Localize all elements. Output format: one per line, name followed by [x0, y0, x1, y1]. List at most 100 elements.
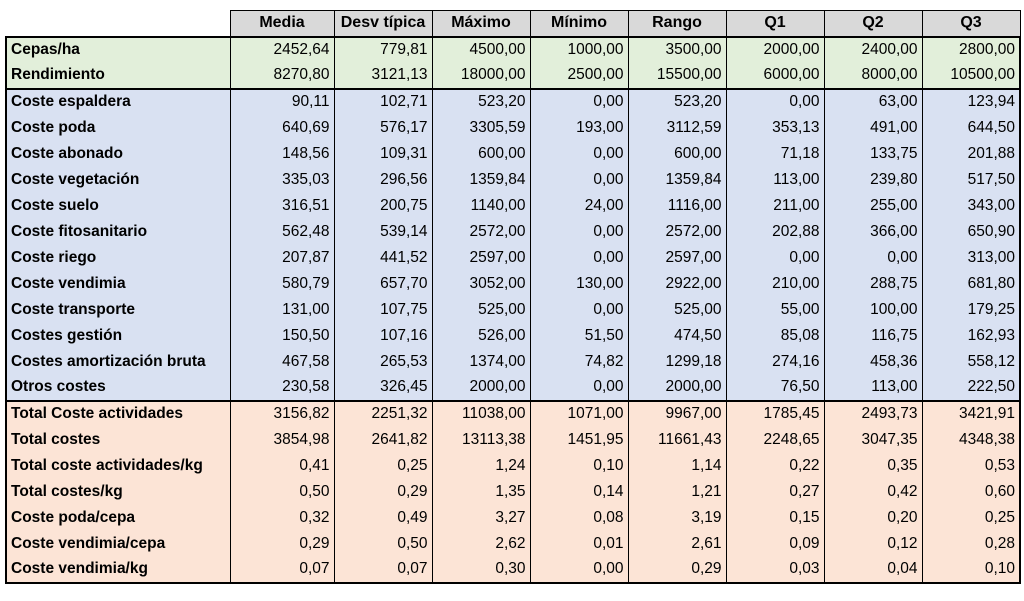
- column-header: Mínimo: [529, 10, 629, 37]
- table-cell: 600,00: [432, 140, 531, 167]
- table-cell: 3047,35: [824, 426, 923, 453]
- table-cell: 0,00: [530, 140, 629, 167]
- header-row: Media Desv típica Máximo Mínimo Rango Q1 Q2 Q3: [6, 10, 1021, 37]
- table-cell: 0,29: [334, 478, 433, 505]
- table-cell: 24,00: [530, 192, 629, 219]
- table-cell: 0,07: [334, 556, 433, 584]
- table-cell: 9967,00: [628, 399, 727, 427]
- table-cell: 113,00: [824, 374, 923, 402]
- table-cell: 0,03: [726, 556, 825, 584]
- row-label: Total coste actividades/kg: [5, 452, 231, 479]
- table-row: Coste transporte 131,00 107,75 525,00 0,00 52…: [5, 296, 1021, 323]
- table-cell: 326,45: [334, 374, 433, 402]
- table-cell: 2800,00: [922, 35, 1021, 63]
- table-cell: 3500,00: [628, 35, 727, 63]
- table-cell: 580,79: [230, 270, 335, 297]
- table-cell: 230,58: [230, 374, 335, 402]
- table-cell: 0,00: [530, 244, 629, 271]
- table-cell: 296,56: [334, 166, 433, 193]
- table-cell: 131,00: [230, 296, 335, 323]
- table-cell: 11038,00: [432, 399, 531, 427]
- table-cell: 313,00: [922, 244, 1021, 271]
- row-label: Coste poda/cepa: [5, 504, 231, 531]
- table-cell: 3121,13: [334, 62, 433, 90]
- table-cell: 4348,38: [922, 426, 1021, 453]
- table-cell: 2,61: [628, 530, 727, 557]
- table-cell: 0,00: [530, 87, 629, 115]
- row-label: Otros costes: [5, 374, 231, 402]
- column-header: Rango: [627, 10, 727, 37]
- table-cell: 2000,00: [432, 374, 531, 402]
- table-cell: 210,00: [726, 270, 825, 297]
- table-cell: 0,42: [824, 478, 923, 505]
- table-body: Cepas/ha 2452,64 779,81 4500,00 1000,00 3500,…: [5, 35, 1021, 584]
- table-row: Coste poda 640,69 576,17 3305,59 193,00 3112,…: [5, 114, 1021, 141]
- table-cell: 2597,00: [432, 244, 531, 271]
- row-label: Total costes/kg: [5, 478, 231, 505]
- table-cell: 2500,00: [530, 62, 629, 90]
- table-cell: 200,75: [334, 192, 433, 219]
- table-cell: 150,50: [230, 322, 335, 349]
- table-cell: 562,48: [230, 218, 335, 245]
- table-cell: 600,00: [628, 140, 727, 167]
- table-cell: 0,14: [530, 478, 629, 505]
- table-cell: 523,20: [628, 87, 727, 115]
- table-cell: 366,00: [824, 218, 923, 245]
- table-cell: 525,00: [628, 296, 727, 323]
- table-row: Coste vendimia/kg 0,07 0,07 0,30 0,00 0,29 0,0…: [5, 556, 1021, 584]
- table-cell: 2452,64: [230, 35, 335, 63]
- table-cell: 0,00: [530, 556, 629, 584]
- table-cell: 2,62: [432, 530, 531, 557]
- table-cell: 0,08: [530, 504, 629, 531]
- table-cell: 3854,98: [230, 426, 335, 453]
- table-cell: 1451,95: [530, 426, 629, 453]
- table-cell: 0,00: [530, 218, 629, 245]
- table-cell: 1000,00: [530, 35, 629, 63]
- table-cell: 491,00: [824, 114, 923, 141]
- table-cell: 100,00: [824, 296, 923, 323]
- table-cell: 316,51: [230, 192, 335, 219]
- table-cell: 0,32: [230, 504, 335, 531]
- table-cell: 644,50: [922, 114, 1021, 141]
- table-cell: 2400,00: [824, 35, 923, 63]
- table-cell: 85,08: [726, 322, 825, 349]
- table-cell: 4500,00: [432, 35, 531, 63]
- table-cell: 15500,00: [628, 62, 727, 90]
- table-cell: 8270,80: [230, 62, 335, 90]
- table-cell: 1,35: [432, 478, 531, 505]
- row-label: Coste suelo: [5, 192, 231, 219]
- column-header: Q2: [823, 10, 923, 37]
- table-cell: 1140,00: [432, 192, 531, 219]
- table-cell: 265,53: [334, 348, 433, 375]
- table-cell: 0,49: [334, 504, 433, 531]
- table-cell: 0,00: [530, 296, 629, 323]
- table-cell: 539,14: [334, 218, 433, 245]
- row-label: Total costes: [5, 426, 231, 453]
- table-cell: 3,27: [432, 504, 531, 531]
- table-cell: 0,50: [230, 478, 335, 505]
- table-cell: 1359,84: [432, 166, 531, 193]
- table-row: Coste vegetación 335,03 296,56 1359,84 0,00 1…: [5, 166, 1021, 193]
- table-cell: 517,50: [922, 166, 1021, 193]
- table-cell: 1,21: [628, 478, 727, 505]
- table-cell: 0,10: [530, 452, 629, 479]
- table-cell: 2251,32: [334, 399, 433, 427]
- table-cell: 0,00: [530, 166, 629, 193]
- table-cell: 650,90: [922, 218, 1021, 245]
- table-cell: 211,00: [726, 192, 825, 219]
- table-cell: 102,71: [334, 87, 433, 115]
- table-cell: 1299,18: [628, 348, 727, 375]
- table-cell: 576,17: [334, 114, 433, 141]
- table-cell: 201,88: [922, 140, 1021, 167]
- table-cell: 3052,00: [432, 270, 531, 297]
- table-cell: 525,00: [432, 296, 531, 323]
- table-cell: 526,00: [432, 322, 531, 349]
- table-row: Coste riego 207,87 441,52 2597,00 0,00 2597,0…: [5, 244, 1021, 271]
- table-cell: 3305,59: [432, 114, 531, 141]
- table-cell: 3112,59: [628, 114, 727, 141]
- row-label: Costes gestión: [5, 322, 231, 349]
- table-cell: 0,09: [726, 530, 825, 557]
- row-label: Coste espaldera: [5, 87, 231, 115]
- table-cell: 107,75: [334, 296, 433, 323]
- table-cell: 0,00: [726, 244, 825, 271]
